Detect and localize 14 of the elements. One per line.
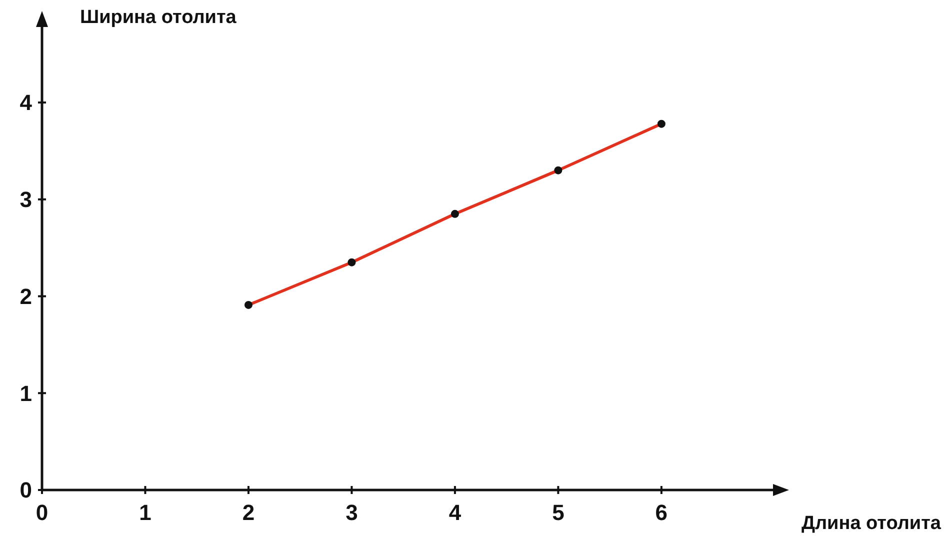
x-tick-label: 4: [448, 500, 462, 525]
y-tick-label: 3: [20, 187, 32, 212]
x-axis-title: Длина отолита: [801, 513, 942, 534]
x-tick-label: 2: [242, 500, 255, 525]
x-tick-label: 3: [346, 500, 358, 525]
y-tick-label: 2: [20, 284, 32, 309]
y-axis-title: Ширина отолита: [80, 7, 237, 28]
x-tick-label: 6: [655, 500, 668, 525]
y-tick-label: 1: [20, 380, 32, 406]
y-tick-label: 0: [20, 478, 32, 503]
x-tick-label: 1: [139, 500, 152, 525]
y-tick-label: 4: [20, 90, 33, 116]
x-tick-label: 5: [552, 500, 564, 525]
x-tick-label: 0: [36, 500, 48, 525]
